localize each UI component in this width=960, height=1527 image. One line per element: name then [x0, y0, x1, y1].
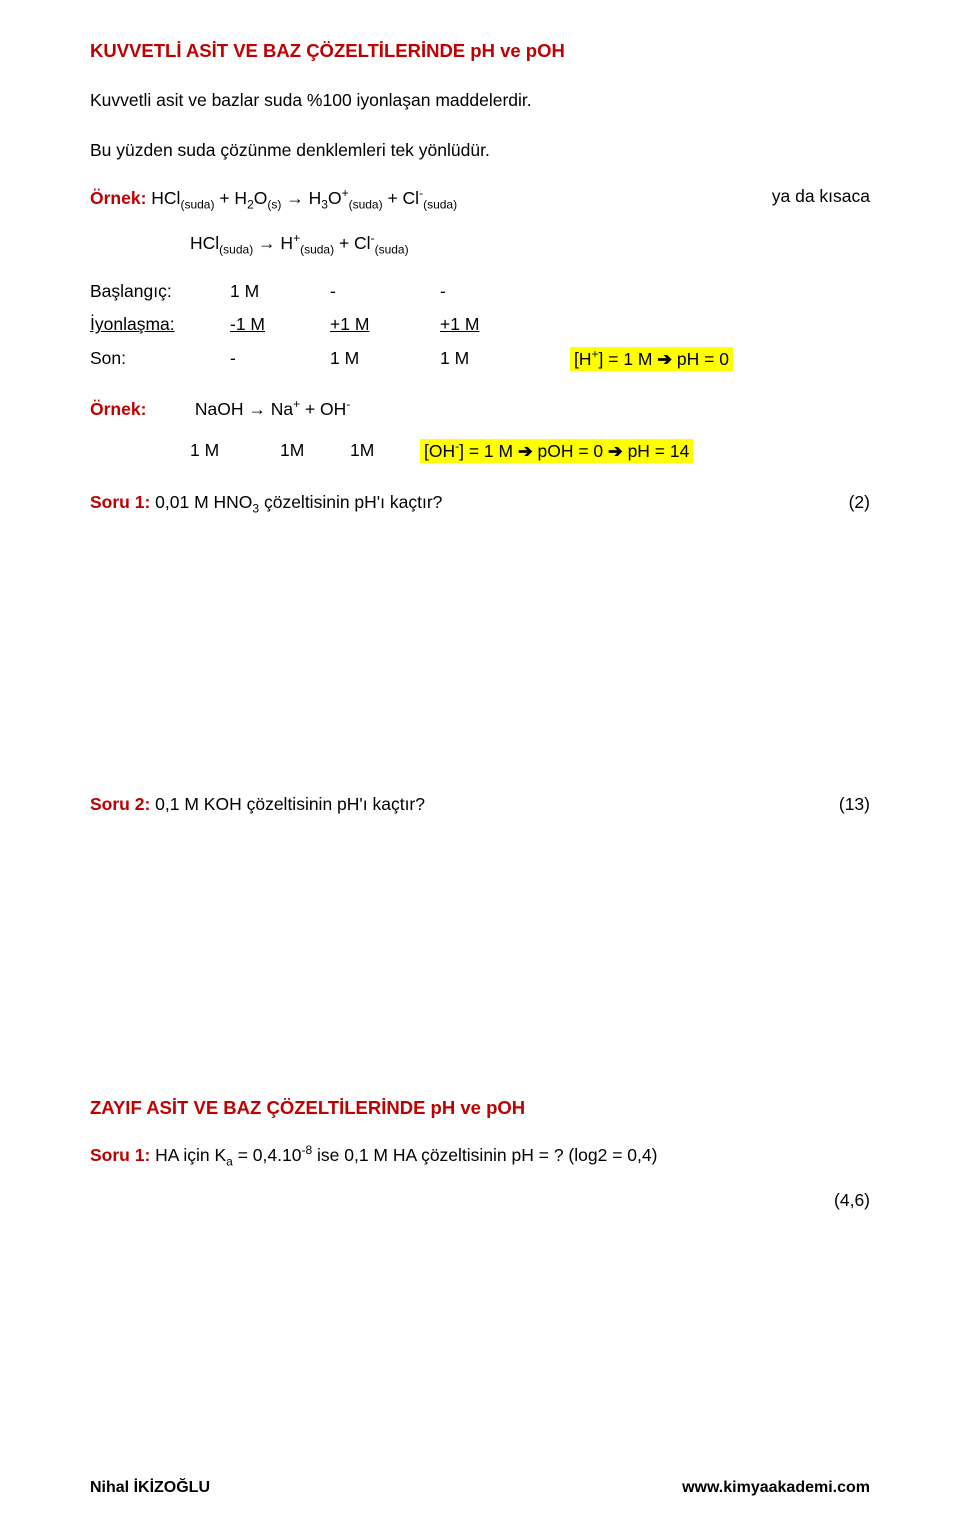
question-text: 0,1 M KOH çözeltisinin pH'ı kaçtır?: [155, 794, 425, 814]
cell: -: [440, 277, 550, 307]
question-answer: (2): [849, 492, 870, 513]
intro-line-2: Bu yüzden suda çözünme denklemleri tek y…: [90, 136, 870, 164]
footer-author: Nihal İKİZOĞLU: [90, 1479, 210, 1496]
example-2-values: 1 M 1M 1M [OH-] = 1 M ➔ pOH = 0 ➔ pH = 1…: [190, 440, 870, 463]
page-footer: Nihal İKİZOĞLU www.kimyaakademi.com: [90, 1479, 870, 1497]
table-row: Son: - 1 M 1 M [H+] = 1 M ➔ pH = 0: [90, 344, 870, 375]
question-label: Soru 1:: [90, 492, 150, 512]
table-row: İyonlaşma: -1 M +1 M +1 M: [90, 310, 870, 340]
question-3: Soru 1: HA için Ka = 0,4.10-8 ise 0,1 M …: [90, 1143, 870, 1168]
cell: -: [330, 277, 440, 307]
equation-2: HCl(suda) → H+(suda) + Cl-(suda): [190, 231, 870, 256]
question-3-answer: (4,6): [90, 1190, 870, 1211]
cell: +1 M: [330, 310, 440, 340]
question-label: Soru 2:: [90, 794, 150, 814]
cell: -: [230, 344, 330, 375]
row-label: Başlangıç:: [90, 277, 230, 307]
footer-link: www.kimyaakademi.com: [682, 1479, 870, 1497]
question-text: 0,01 M HNO3 çözeltisinin pH'ı kaçtır?: [155, 492, 442, 512]
cell: -1 M: [230, 310, 330, 340]
result-highlight: [H+] = 1 M ➔ pH = 0: [570, 344, 733, 375]
section-2-title: ZAYIF ASİT VE BAZ ÇÖZELTİLERİNDE pH ve p…: [90, 1097, 870, 1119]
result-highlight: [OH-] = 1 M ➔ pOH = 0 ➔ pH = 14: [420, 440, 693, 463]
question-label: Soru 1:: [90, 1145, 150, 1165]
cell: 1M: [280, 440, 350, 463]
example-1-line: Örnek: HCl(suda) + H2O(s) → H3O+(suda) +…: [90, 186, 870, 211]
cell: 1 M: [440, 344, 550, 375]
cell: 1M: [350, 440, 420, 463]
intro-line-1: Kuvvetli asit ve bazlar suda %100 iyonla…: [90, 86, 870, 114]
example-2-line: Örnek: NaOH → Na+ + OH-: [90, 397, 870, 420]
question-answer: (13): [839, 794, 870, 815]
page-title: KUVVETLİ ASİT VE BAZ ÇÖZELTİLERİNDE pH v…: [90, 40, 870, 62]
ionization-table: Başlangıç: 1 M - - İyonlaşma: -1 M +1 M …: [90, 277, 870, 375]
example-label: Örnek:: [90, 188, 146, 208]
row-label: İyonlaşma:: [90, 310, 230, 340]
question-1: Soru 1: 0,01 M HNO3 çözeltisinin pH'ı ka…: [90, 492, 870, 516]
equation-3: NaOH → Na+ + OH-: [195, 399, 350, 419]
cell: 1 M: [230, 277, 330, 307]
equation-1-note: ya da kısaca: [772, 186, 870, 207]
question-text: HA için Ka = 0,4.10-8 ise 0,1 M HA çözel…: [155, 1145, 657, 1165]
table-row: Başlangıç: 1 M - -: [90, 277, 870, 307]
row-label: Son:: [90, 344, 230, 375]
cell: 1 M: [190, 440, 280, 463]
cell: 1 M: [330, 344, 440, 375]
question-2: Soru 2: 0,1 M KOH çözeltisinin pH'ı kaçt…: [90, 794, 870, 815]
example-label: Örnek:: [90, 399, 190, 420]
cell: +1 M: [440, 310, 550, 340]
equation-1: HCl(suda) + H2O(s) → H3O+(suda) + Cl-(su…: [151, 188, 457, 208]
